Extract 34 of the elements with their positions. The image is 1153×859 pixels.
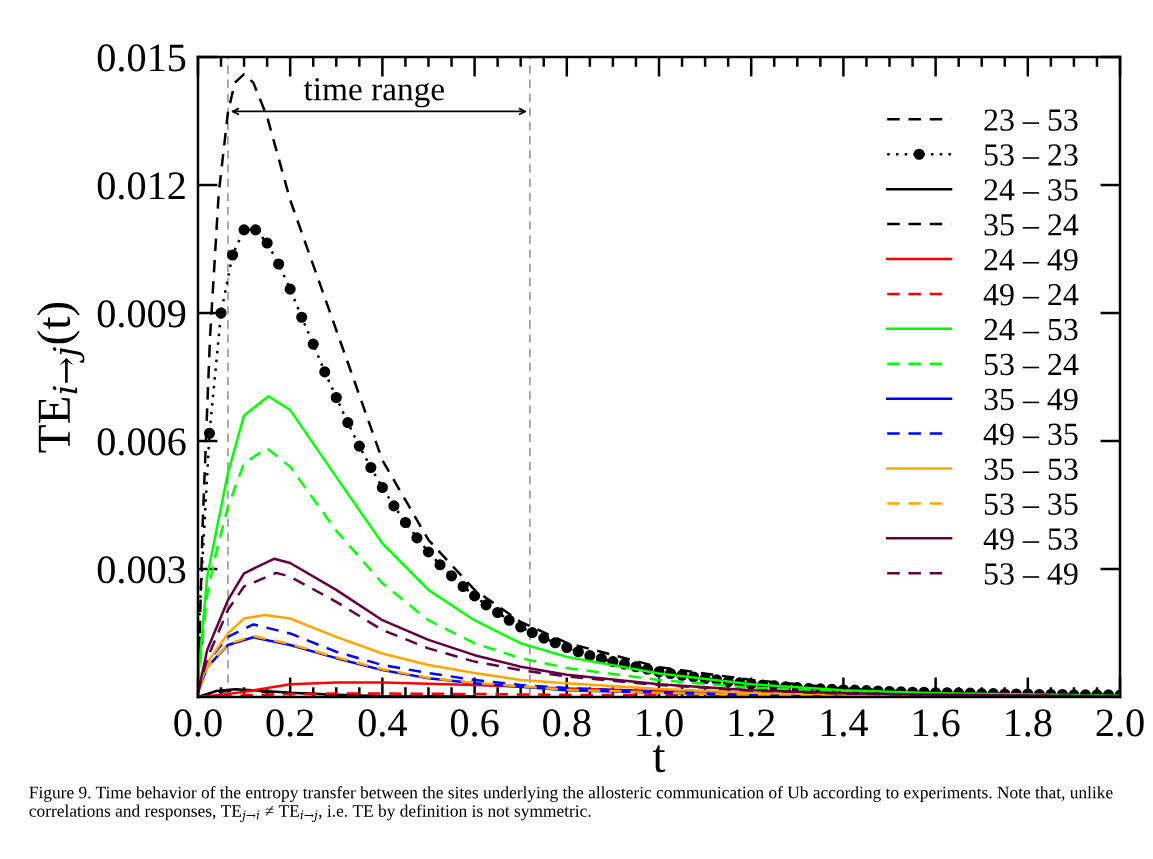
y-tick-label: 0.009	[97, 300, 186, 328]
x-tick-label: 0.6	[450, 709, 499, 737]
x-tick-label: 1.0	[637, 709, 683, 737]
x-tick-label: 0.4	[358, 709, 407, 737]
y-tick-label: 0.015	[97, 44, 186, 72]
x-tick-label: 0.2	[266, 709, 314, 737]
x-tick-label: 1.8	[1006, 709, 1052, 737]
y-tick-label: 0.012	[97, 172, 185, 200]
annotation: time range	[303, 78, 444, 108]
x-tick-label: 2.0	[1096, 709, 1144, 737]
legend-label: 23 – 53	[984, 109, 1078, 131]
legend-label: 53 – 49	[984, 563, 1078, 585]
legend-label: 35 – 49	[984, 388, 1078, 411]
legend-label: 24 – 35	[984, 179, 1078, 201]
legend-label: 35 – 53	[984, 458, 1078, 480]
legend-label: 49 – 35	[983, 423, 1078, 446]
legend-label: 53 – 35	[984, 493, 1078, 515]
legend-label: 53 – 24	[984, 353, 1079, 376]
x-tick-label: 0.8	[543, 709, 591, 737]
x-tick-label: 0.0	[174, 709, 222, 737]
y-tick-label: 0.003	[97, 556, 186, 584]
x-axis-title: t	[652, 745, 666, 773]
caption: Figure 9. Time behavior of the entropy transfer between the sites underlying the allosteric communication of Ub according to experiments. Note that, unlike correlations and responses, TE$_{j→i}$ ≠ TE$_{i→j}$, i.e. TE by definition is not symmetric.	[29, 785, 1113, 823]
legend-label: 49 – 53	[983, 528, 1078, 550]
legend-label: 53 – 23	[984, 144, 1078, 166]
legend-label: 24 – 53	[984, 318, 1078, 341]
x-tick-label: 1.6	[913, 709, 960, 737]
legend-label: 24 – 49	[984, 249, 1078, 271]
y-tick-label: 0.006	[97, 428, 186, 456]
legend-label: 49 – 24	[983, 283, 1079, 306]
legend-label: 35 – 24	[984, 214, 1079, 236]
x-tick-label: 1.4	[821, 709, 868, 737]
y-axis-title: TE$_{i→j}$(t)	[36, 302, 85, 453]
x-tick-label: 1.2	[729, 709, 775, 737]
